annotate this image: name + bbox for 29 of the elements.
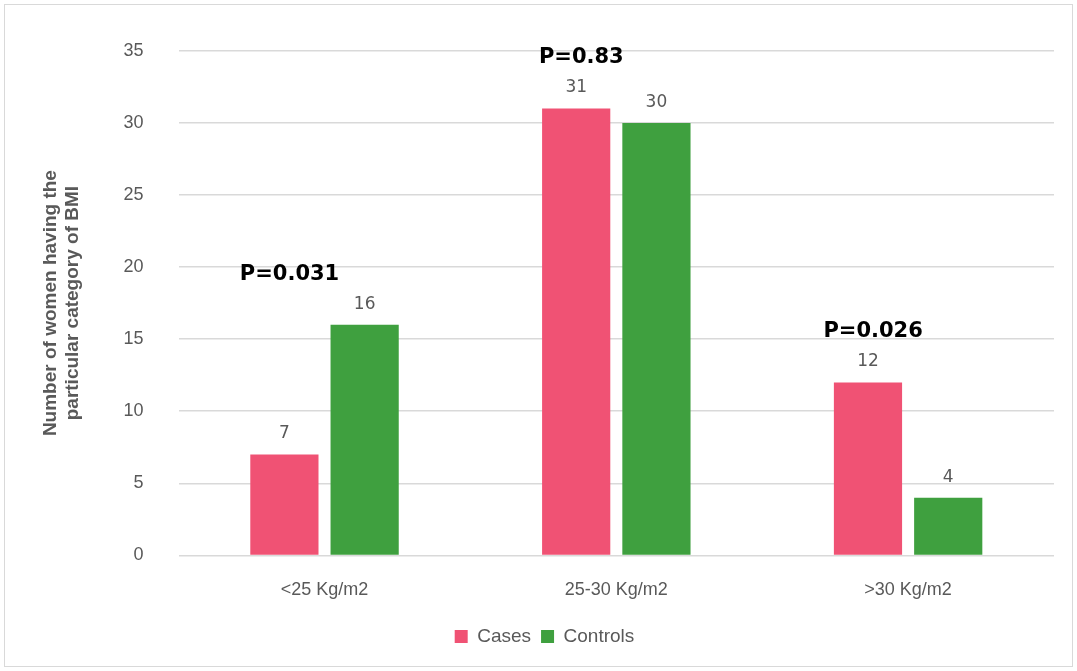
annotation: P=0.026	[823, 318, 923, 343]
annotation: P=0.83	[538, 44, 624, 69]
legend-label: Cases	[477, 624, 532, 646]
bar	[330, 324, 399, 555]
y-tick-label: 35	[123, 39, 144, 60]
data-label: 16	[353, 292, 376, 313]
data-label: 30	[645, 90, 668, 111]
annotation: P=0.031	[239, 260, 340, 285]
y-tick-label: 10	[123, 400, 144, 421]
bar	[542, 108, 611, 555]
bar	[833, 382, 903, 555]
data-label: 12	[857, 350, 879, 371]
data-label: 4	[942, 465, 954, 486]
x-tick-label: 25-30 Kg/m2	[564, 579, 668, 600]
legend-label: Controls	[563, 624, 635, 646]
x-tick-label: <25 Kg/m2	[280, 579, 369, 600]
y-tick-label: 20	[123, 256, 144, 277]
bar	[622, 122, 691, 555]
data-label: 7	[278, 422, 290, 443]
y-tick-label: 0	[133, 544, 144, 565]
y-axis-title: Number of women having the particular category of BMI	[38, 170, 83, 437]
y-tick-label: 5	[133, 472, 144, 493]
y-tick-label: 30	[123, 111, 144, 132]
bar	[250, 454, 319, 555]
data-label: 31	[565, 76, 588, 97]
y-tick-label: 15	[123, 328, 144, 349]
bar	[914, 497, 983, 555]
y-tick-label: 25	[123, 183, 144, 204]
x-tick-label: >30 Kg/m2	[864, 579, 952, 600]
